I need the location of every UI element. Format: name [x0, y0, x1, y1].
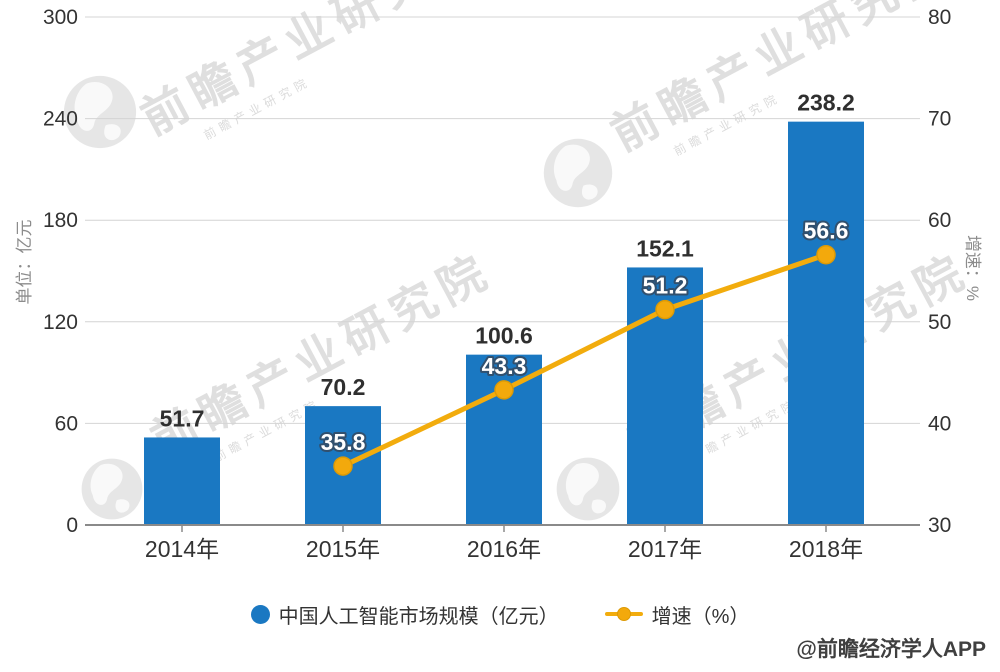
right-axis-tick-label: 40 [928, 412, 951, 435]
legend-item-growth: 增速（%） [604, 600, 750, 629]
legend-bar-marker-icon [250, 604, 270, 624]
growth-line [340, 252, 829, 469]
bar-2018年 [788, 121, 864, 525]
line-point [816, 244, 836, 265]
left-axis-tick-label: 180 [43, 209, 78, 232]
line-value-label: 56.6 [804, 218, 849, 244]
left-axis-title: 单位：亿元 [15, 220, 34, 305]
bar-value-label: 70.2 [321, 374, 366, 400]
x-axis-label: 2015年 [306, 536, 380, 562]
line-point [655, 299, 675, 320]
legend: 中国人工智能市场规模（亿元） 增速（%） [0, 598, 1000, 630]
credit-watermark: @前瞻经济学人APP [796, 638, 986, 661]
legend-label-growth: 增速（%） [651, 605, 750, 628]
right-axis-tick-label: 80 [928, 6, 951, 29]
bar-2014年 [144, 437, 220, 525]
bar-value-label: 100.6 [475, 323, 533, 349]
right-axis-tick-label: 50 [928, 311, 951, 334]
x-axis-label: 2016年 [467, 536, 541, 562]
left-axis-tick-label: 120 [43, 311, 78, 334]
left-axis-tick-label: 240 [43, 108, 78, 131]
bar-value-label: 152.1 [636, 235, 694, 261]
x-axis-label: 2014年 [145, 536, 219, 562]
x-axis-label: 2018年 [789, 536, 863, 562]
line-point [333, 456, 353, 476]
right-axis-tick-label: 60 [928, 209, 951, 232]
right-axis-title: 增速：% [963, 235, 982, 301]
line-value-label: 35.8 [321, 429, 366, 455]
legend-item-market-size: 中国人工智能市场规模（亿元） [250, 600, 559, 629]
legend-label-market-size: 中国人工智能市场规模（亿元） [278, 605, 559, 628]
line-value-label: 51.2 [643, 273, 688, 299]
bar-value-label: 238.2 [797, 90, 855, 116]
bar-value-label: 51.7 [160, 405, 205, 431]
line-point [494, 380, 514, 400]
left-axis-tick-label: 60 [55, 412, 78, 435]
x-axis-label: 2017年 [628, 536, 702, 562]
line-value-label: 43.3 [482, 353, 527, 379]
left-axis-tick-label: 300 [43, 6, 78, 29]
left-axis-tick-label: 0 [66, 514, 78, 537]
right-axis-tick-label: 30 [928, 514, 951, 537]
legend-line-marker-icon [604, 607, 643, 621]
right-axis-tick-label: 70 [928, 108, 951, 131]
